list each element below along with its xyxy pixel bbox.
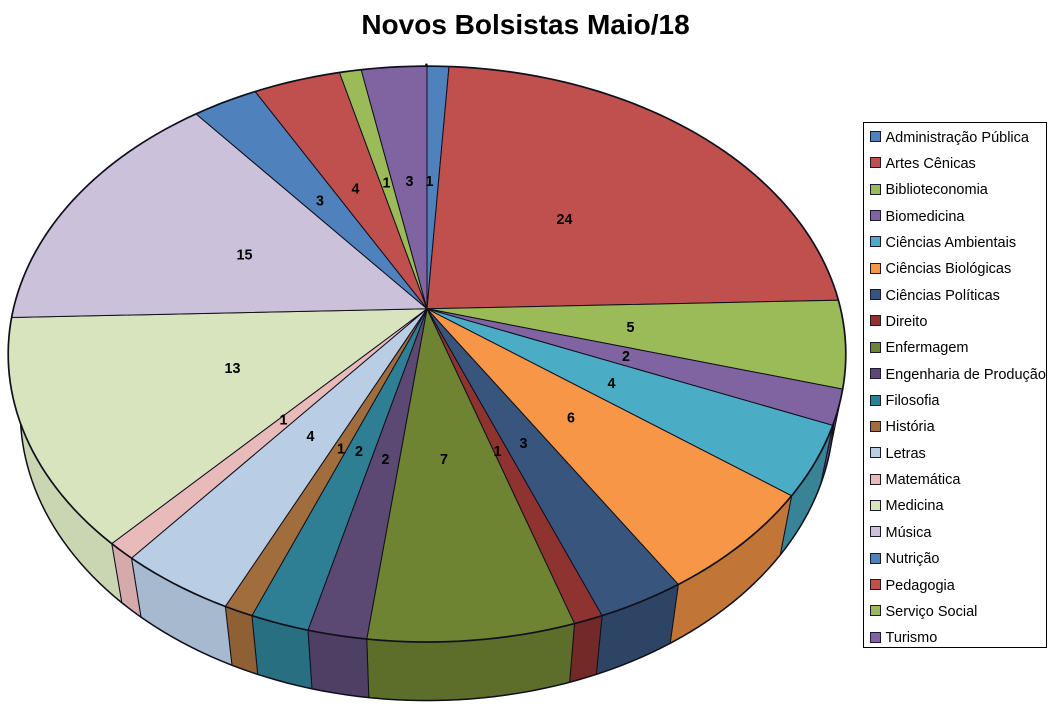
svg-text:1: 1: [383, 176, 391, 192]
svg-text:15: 15: [237, 248, 253, 264]
svg-text:4: 4: [608, 376, 616, 392]
svg-text:7: 7: [440, 452, 448, 468]
svg-text:1: 1: [494, 444, 502, 460]
svg-text:1: 1: [426, 174, 434, 190]
svg-text:4: 4: [307, 429, 315, 445]
svg-text:2: 2: [355, 444, 363, 460]
svg-text:3: 3: [520, 436, 528, 452]
svg-text:3: 3: [316, 194, 324, 210]
svg-text:6: 6: [567, 411, 575, 427]
svg-text:1: 1: [337, 442, 345, 458]
svg-text:13: 13: [225, 361, 241, 377]
svg-text:5: 5: [627, 320, 635, 336]
svg-text:24: 24: [557, 212, 573, 228]
svg-text:2: 2: [382, 452, 390, 468]
svg-text:3: 3: [406, 174, 414, 190]
svg-text:1: 1: [280, 413, 288, 429]
svg-text:2: 2: [622, 349, 630, 365]
svg-text:4: 4: [352, 182, 360, 198]
